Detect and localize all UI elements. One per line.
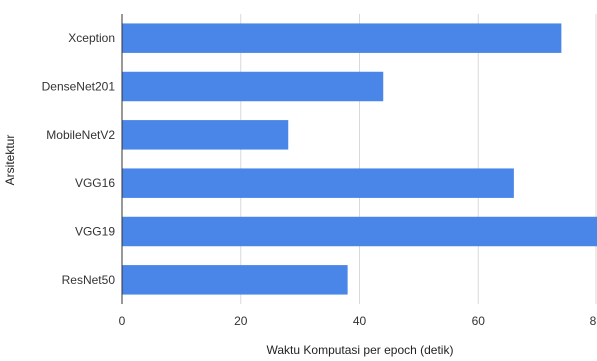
category-label: VGG19: [75, 225, 115, 239]
bar-xception: [122, 23, 562, 53]
bar-vgg16: [122, 168, 514, 198]
x-tick-labels: 0 20 40 60 8: [119, 314, 597, 328]
bar-vgg19: [122, 216, 597, 247]
x-tick-label: 40: [353, 314, 367, 328]
x-tick-label: 20: [234, 314, 248, 328]
x-tick-label: 60: [472, 314, 486, 328]
x-tick-label: 8: [590, 314, 597, 328]
category-label: VGG16: [75, 176, 115, 190]
y-axis-title: Arsitektur: [3, 135, 17, 186]
bar-densenet201: [122, 71, 384, 102]
x-tick-label: 0: [119, 314, 126, 328]
bars: [122, 23, 597, 295]
bar-mobilenetv2: [122, 120, 289, 150]
category-label: DenseNet201: [42, 80, 116, 94]
category-label: ResNet50: [62, 273, 116, 287]
category-labels: Xception DenseNet201 MobileNetV2 VGG16 VGG19…: [42, 31, 116, 287]
x-axis-title: Waktu Komputasi per epoch (detik): [267, 343, 454, 357]
gridlines: [240, 14, 597, 304]
category-label: MobileNetV2: [46, 128, 115, 142]
bar-resnet50: [122, 265, 348, 295]
category-label: Xception: [68, 31, 115, 45]
